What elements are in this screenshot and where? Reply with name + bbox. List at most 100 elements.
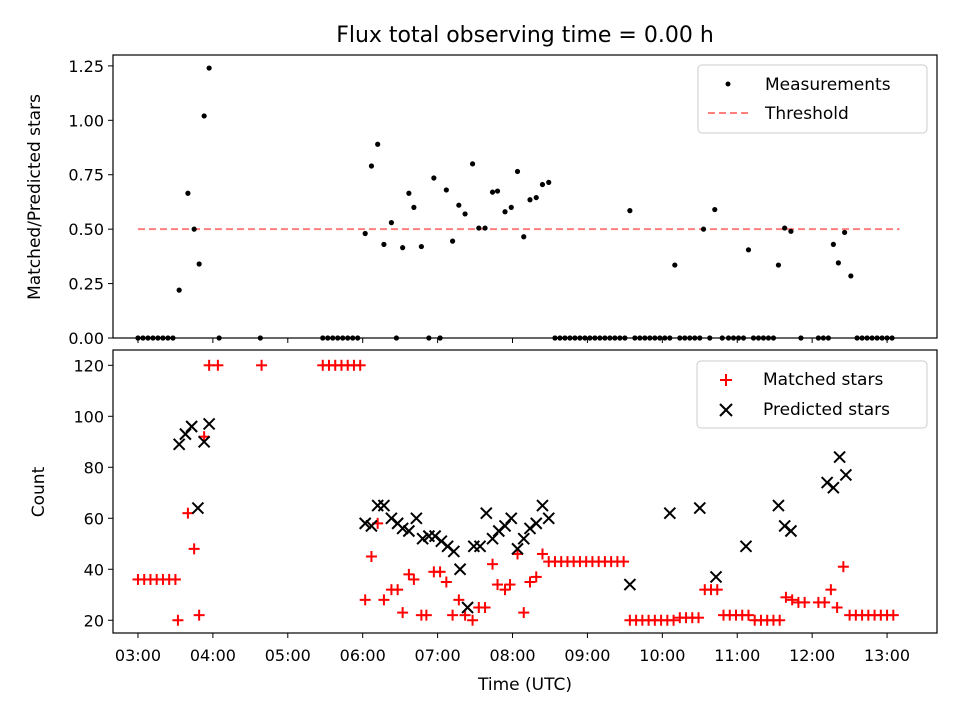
legend-marker-matched [720, 374, 732, 386]
measurement-point [527, 197, 533, 203]
measurement-point [196, 261, 202, 267]
measurement-point [546, 179, 552, 185]
matched-star-point [212, 359, 224, 371]
top-y-tick-label: 0.00 [68, 329, 104, 348]
measurement-point [176, 287, 182, 293]
matched-star-point [668, 614, 680, 626]
measurement-point [514, 168, 521, 175]
measurement-point [712, 206, 718, 213]
matched-star-point [831, 602, 843, 614]
bottom-x-tick-label: 07:00 [415, 646, 461, 665]
matched-star-point [365, 551, 377, 563]
measurement-point [400, 245, 406, 251]
matched-star-point [459, 609, 471, 621]
predicted-star-point [772, 499, 785, 512]
measurement-point [830, 241, 836, 247]
bottom-y-ticks: 20 40 60 80 100 120 [73, 356, 113, 630]
chart-title: Flux total observing time = 0.00 h [336, 23, 714, 48]
matched-star-point [403, 568, 415, 580]
predicted-star-point [197, 435, 211, 448]
measurement-point [406, 190, 412, 196]
matched-star-point [492, 579, 504, 591]
top-x-ticks [137, 338, 888, 343]
measurement-point [476, 225, 482, 231]
measurement-point [411, 204, 417, 210]
matched-star-point [188, 543, 200, 555]
bottom-legend-box [696, 360, 928, 429]
bottom-panel: 20 40 60 80 100 120 03:00 04:00 05:00 06:00 07:00… [29, 349, 938, 695]
measurement-point [672, 262, 678, 268]
matched-star-point [354, 359, 366, 371]
measurement-point [381, 241, 387, 247]
predicted-star-point [530, 517, 543, 530]
matched-star-point [397, 607, 409, 619]
legend-label-predicted: Predicted stars [763, 400, 890, 420]
measurement-point [508, 204, 514, 210]
bottom-x-tick-label: 11:00 [714, 646, 760, 665]
matched-star-point [518, 607, 530, 619]
predicted-star-point [511, 542, 524, 556]
measurement-point [456, 202, 462, 208]
matched-star-point [837, 561, 849, 573]
matched-star-point [536, 548, 548, 560]
matched-star-point [193, 609, 205, 621]
legend-label-matched: Matched stars [763, 370, 883, 390]
predicted-star-point [453, 563, 467, 576]
bottom-x-ticks: 03:00 04:00 05:00 06:00 07:00 08:00 09:00 10:00… [115, 633, 910, 665]
measurement-point [788, 228, 794, 234]
predicted-star-point [663, 506, 677, 520]
measurement-point [191, 226, 197, 232]
matched-star-point [169, 573, 181, 585]
predicted-star-point [693, 501, 706, 515]
bottom-x-axis-label: Time (UTC) [477, 675, 572, 695]
bottom-x-tick-label: 13:00 [864, 646, 910, 665]
matched-star-point [487, 558, 499, 570]
measurement-point [388, 220, 395, 226]
matched-star-point [742, 609, 754, 621]
measurement-point [745, 247, 752, 253]
predicted-star-point [402, 524, 416, 538]
matched-star-point [392, 584, 404, 596]
measurement-point [502, 209, 508, 215]
matched-star-point [467, 614, 479, 626]
matched-star-point [434, 566, 446, 578]
top-y-tick-label: 0.50 [68, 220, 104, 239]
measurement-point [443, 187, 449, 193]
predicted-star-point [709, 570, 723, 584]
measurement-point [489, 189, 496, 195]
top-y-axis-label: Matched/Predicted stars [25, 94, 45, 300]
predicted-star-point [739, 540, 753, 553]
top-panel: 0.00 0.25 0.50 0.75 1.00 1.25 Matched/Predict… [25, 54, 938, 348]
bottom-x-tick-label: 04:00 [190, 646, 236, 665]
measurement-point [835, 260, 841, 266]
measurement-point [368, 163, 375, 169]
measurement-point [775, 262, 782, 268]
legend-marker-measurements [725, 81, 731, 87]
bottom-y-tick-label: 80 [84, 458, 104, 477]
matched-star-point [825, 584, 837, 596]
measurement-point [185, 190, 191, 196]
bottom-x-tick-label: 03:00 [115, 646, 161, 665]
matched-star-point [780, 591, 792, 603]
matched-star-point [172, 614, 184, 626]
measurement-point [206, 65, 212, 71]
predicted-star-point [377, 499, 391, 512]
predicted-star-point [536, 499, 549, 512]
measurement-point [848, 273, 854, 279]
measurement-point [700, 226, 707, 232]
matched-star-point [887, 609, 899, 621]
matched-star-point [408, 573, 420, 585]
measurement-point [362, 230, 368, 237]
predicted-star-point [833, 450, 846, 464]
predicted-star-point [416, 532, 429, 545]
predicted-star-point [517, 532, 530, 545]
measurement-point [469, 161, 476, 167]
predicted-star-point [461, 601, 474, 614]
bottom-legend: Matched stars Predicted stars [696, 360, 928, 429]
predicted-star-point [396, 522, 409, 535]
matched-star-point [440, 576, 452, 588]
top-y-tick-label: 1.25 [68, 57, 104, 76]
top-y-ticks: 0.00 0.25 0.50 0.75 1.00 1.25 [68, 57, 113, 348]
top-axes-frame [112, 54, 938, 339]
matched-star-point [512, 548, 524, 560]
